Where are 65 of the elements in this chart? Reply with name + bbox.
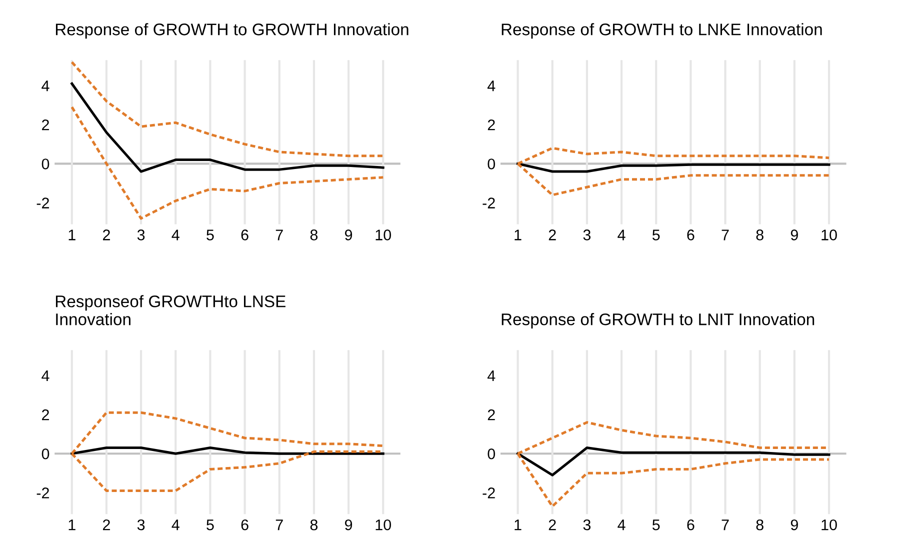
x-tick-label: 1 xyxy=(514,230,522,240)
y-tick-label: 2 xyxy=(488,120,495,130)
chart-title: Responseof GROWTHto LNSE Innovation xyxy=(56,295,286,326)
x-tick-label: 8 xyxy=(310,230,318,240)
y-tick-label: -2 xyxy=(482,488,495,498)
x-tick-label: 1 xyxy=(514,520,522,530)
x-tick-label: 3 xyxy=(583,519,591,530)
x-tick-label: 5 xyxy=(206,230,214,240)
y-tick-label: 2 xyxy=(488,409,495,420)
x-tick-label: 2 xyxy=(548,519,556,530)
line-series xyxy=(70,60,384,158)
line-series xyxy=(516,446,830,476)
line-series xyxy=(70,82,384,173)
x-tick-label: 7 xyxy=(276,230,283,240)
y-tick-label: 4 xyxy=(42,370,50,382)
y-tick-label: 0 xyxy=(488,158,496,170)
x-tick-label: 10 xyxy=(376,230,392,240)
y-tick-label: 0 xyxy=(488,448,496,460)
y-tick-label: -2 xyxy=(36,198,49,208)
x-tick-label: 6 xyxy=(687,230,694,240)
x-tick-label: 4 xyxy=(618,230,626,240)
x-tick-label: 5 xyxy=(206,520,214,530)
x-tick-label: 10 xyxy=(376,519,392,530)
x-tick-label: 10 xyxy=(822,519,837,530)
x-tick-label: 2 xyxy=(548,230,556,240)
y-tick-label: -2 xyxy=(36,488,49,498)
x-tick-label: 7 xyxy=(722,520,729,530)
x-tick-label: 10 xyxy=(822,230,837,240)
x-tick-label: 8 xyxy=(756,230,764,240)
y-tick-label: 2 xyxy=(42,409,49,420)
x-tick-label: 1 xyxy=(68,230,76,240)
x-tick-label: 4 xyxy=(172,520,180,530)
x-tick-label: 6 xyxy=(687,519,694,530)
x-tick-label: 4 xyxy=(618,520,626,530)
x-tick-label: 5 xyxy=(652,230,660,240)
y-tick-label: 2 xyxy=(42,120,49,130)
y-tick-label: 4 xyxy=(487,370,496,382)
x-tick-label: 3 xyxy=(137,230,145,240)
y-tick-label: -2 xyxy=(482,198,495,208)
line-series xyxy=(70,106,384,220)
x-tick-label: 2 xyxy=(102,230,110,240)
x-tick-label: 6 xyxy=(241,230,248,240)
x-tick-label: 9 xyxy=(345,519,352,530)
y-tick-label: 4 xyxy=(42,80,50,92)
x-tick-label: 9 xyxy=(790,230,798,240)
x-tick-label: 8 xyxy=(310,519,318,530)
x-tick-label: 8 xyxy=(756,519,764,530)
x-tick-label: 4 xyxy=(172,230,180,240)
line-series xyxy=(516,162,830,173)
x-tick-label: 6 xyxy=(241,519,248,530)
x-tick-label: 9 xyxy=(345,230,352,240)
x-tick-label: 3 xyxy=(583,230,591,240)
y-tick-label: 0 xyxy=(42,448,50,460)
x-tick-label: 7 xyxy=(722,230,729,240)
chart-title: Response of GROWTH to LNIT Innovation xyxy=(502,313,814,329)
y-tick-label: 4 xyxy=(487,80,496,92)
x-tick-label: 7 xyxy=(276,520,283,530)
x-tick-label: 1 xyxy=(68,520,76,530)
chart-title: Response of GROWTH to LNKE Innovation xyxy=(502,23,822,39)
x-tick-label: 2 xyxy=(102,519,110,530)
y-tick-label: 0 xyxy=(42,158,50,170)
chart-title: Response of GROWTH to GROWTH Innovation xyxy=(56,23,408,39)
x-tick-label: 3 xyxy=(137,519,145,530)
x-tick-label: 9 xyxy=(790,519,798,530)
x-tick-label: 5 xyxy=(652,520,660,530)
